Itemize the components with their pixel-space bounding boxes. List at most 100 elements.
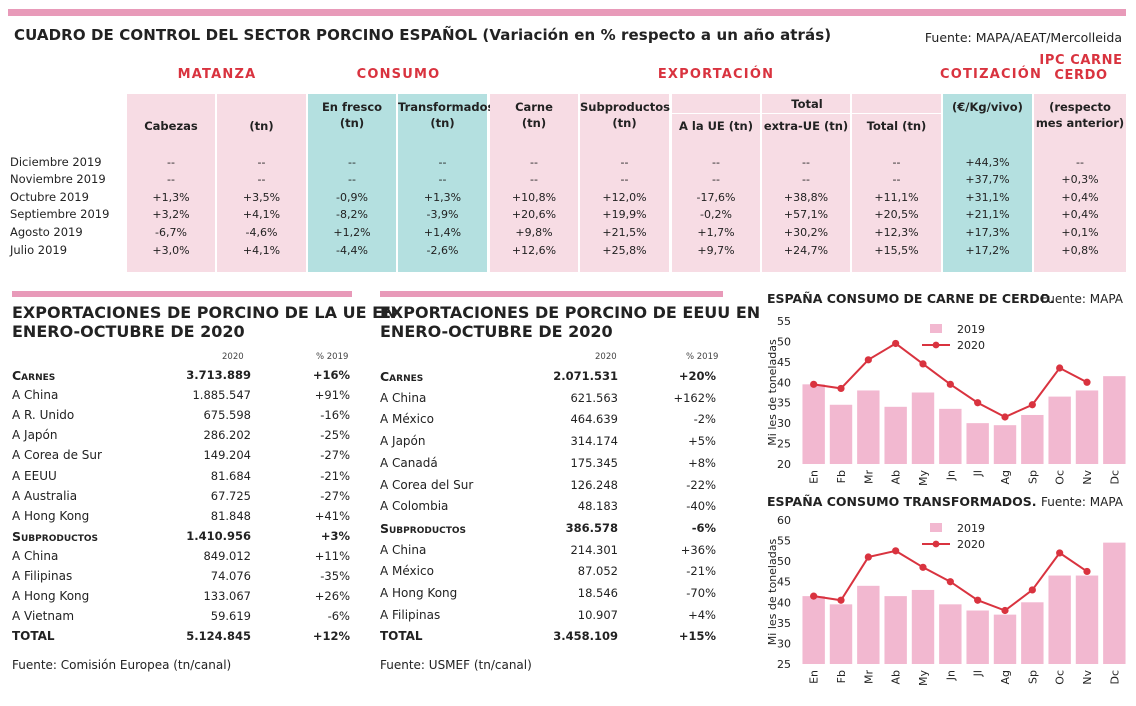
us_exports-row-label: Carnes (380, 369, 424, 384)
x-tick-label: Ab (890, 470, 903, 485)
dashboard-col-header: En fresco (tn) (308, 99, 396, 131)
bar-2019 (1048, 396, 1071, 464)
ue_exports-row-pct: -35% (320, 569, 350, 583)
us_exports-row-value: 87.052 (577, 564, 618, 579)
group-consumo: CONSUMO (356, 67, 441, 82)
dashboard-cell: +3,0% (152, 244, 190, 257)
point-2020 (919, 563, 927, 571)
bar-2019 (802, 596, 825, 664)
ue_exports-row-pct: -21% (320, 468, 350, 483)
us_exports-row-value: 314.174 (570, 434, 618, 449)
ue_exports-row-value: 74.076 (210, 569, 251, 583)
ue_exports-row-value: 1.410.956 (186, 528, 251, 543)
us_exports-row-value: 386.578 (565, 520, 618, 535)
ue-title-line2: ENERO-OCTUBRE DE 2020 (12, 322, 245, 341)
dashboard-cell: -- (257, 173, 266, 186)
us_exports-row-pct: +36% (680, 542, 716, 557)
ue_exports-row-pct: +91% (314, 388, 350, 403)
point-2020 (864, 356, 872, 364)
us_exports-row-pct: +20% (678, 369, 716, 383)
col-header-line2: mes anterior) (1035, 116, 1125, 130)
point-2020 (810, 592, 818, 600)
col-header-line2: Cabezas (144, 119, 198, 133)
dashboard-cell: +0,4% (1061, 191, 1099, 204)
x-tick-label: Oc (1054, 470, 1067, 485)
us_exports-row-label: A Japón (380, 434, 426, 449)
us_exports-row-label: A China (380, 390, 427, 405)
point-2020 (892, 339, 900, 348)
ue_exports-row-label: A Hong Kong (12, 589, 90, 604)
us_exports-row-value: 10.907 (577, 607, 618, 622)
ue_exports-row-label: A Hong Kong (12, 508, 90, 523)
legend-label-2020: 2020 (957, 538, 985, 551)
dashboard-cell: +12,3% (874, 226, 919, 239)
dashboard-cell: +1,3% (423, 191, 462, 204)
point-2020 (1083, 567, 1091, 576)
point-2020 (974, 399, 982, 407)
dashboard-column-5 (580, 94, 669, 272)
bar-2019 (939, 604, 962, 664)
x-tick-label: Nv (1081, 670, 1094, 685)
col-header-line2: (tn) (521, 116, 547, 130)
us-col-pct: % 2019 (686, 352, 719, 362)
dashboard-column-1 (217, 94, 306, 272)
us_exports-row-label: A Filipinas (380, 607, 441, 622)
x-tick-label: Ag (999, 470, 1012, 485)
us_exports-row-label: A Canadá (380, 455, 438, 470)
dashboard-cell: +20,6% (511, 208, 557, 221)
us_exports-row-value: 464.639 (570, 412, 618, 427)
y-tick-label: 40 (777, 376, 791, 389)
dashboard-cell: +3,2% (152, 208, 190, 221)
us_exports-row-pct: +162% (673, 390, 716, 405)
export-total-header: Total (791, 97, 823, 111)
top-accent-bar (8, 9, 1126, 16)
dashboard-cell: +10,8% (511, 191, 557, 204)
legend-label-2019: 2019 (957, 522, 985, 535)
bar-2019 (966, 423, 989, 464)
us_exports-row-pct: -40% (686, 499, 716, 514)
dashboard-cell: +19,9% (602, 208, 647, 221)
dashboard-cell: +15,5% (874, 244, 919, 257)
x-tick-label: Ag (999, 670, 1012, 685)
bar-2019 (802, 384, 825, 464)
dashboard-cell: +3,5% (242, 191, 281, 204)
col-header-line2: Total (tn) (866, 119, 927, 133)
ue_exports-row-value: 81.848 (210, 508, 251, 523)
y-tick-label: 50 (777, 335, 791, 348)
y-tick-label: 30 (777, 417, 791, 430)
y-tick-label: 55 (777, 535, 791, 548)
dashboard-cell: +21,5% (602, 226, 647, 239)
dashboard-cell: +11,1% (874, 191, 919, 204)
x-tick-label: Jl (972, 470, 985, 477)
us_exports-row-pct: -6% (691, 520, 716, 535)
y-tick-label: 45 (777, 356, 791, 369)
us_exports-row-pct: -70% (686, 586, 716, 600)
dashboard-cell: -4,4% (336, 244, 368, 257)
bar-2019 (1048, 575, 1071, 664)
group-exportacion: EXPORTACIÓN (657, 67, 775, 82)
y-tick-label: 45 (777, 576, 791, 589)
dashboard-cell: +17,2% (965, 244, 1010, 257)
us_exports-row-label: A México (380, 412, 434, 427)
bar-2019 (1075, 575, 1099, 664)
ue_exports-row-label: A R. Unido (12, 408, 75, 423)
us_exports-row-label: A Colombia (380, 499, 449, 514)
us-exports-title: EXPORTACIONES DE PORCINO DE EEUU EN ENER… (380, 303, 760, 341)
dashboard-cell: +9,8% (515, 226, 553, 239)
ue_exports-row-label: A Japón (12, 428, 58, 443)
chart-consumo-carne: 20 25 30 35 40 45 50 55 Mi les de toneladas En Fb M… (766, 315, 1126, 486)
dashboard-col-header: Total (tn) (852, 118, 941, 134)
ue_exports-row-pct: +16% (312, 368, 350, 382)
dashboard-column-8 (852, 94, 941, 272)
dashboard-column-7 (762, 94, 850, 272)
us_exports-row-value: 18.546 (577, 586, 618, 600)
dashboard-cell: -- (438, 156, 447, 169)
point-2020 (1056, 364, 1064, 372)
dashboard-row-label: Septiembre 2019 (10, 207, 110, 221)
dashboard-col-header: (respecto mes anterior) (1034, 99, 1126, 131)
ue-exports-title: EXPORTACIONES DE PORCINO DE LA UE EN ENE… (12, 303, 396, 341)
point-2020 (946, 578, 954, 586)
dashboard-cell: +1,3% (152, 191, 190, 204)
y-tick-label: 55 (777, 315, 791, 328)
point-2020 (919, 360, 927, 368)
